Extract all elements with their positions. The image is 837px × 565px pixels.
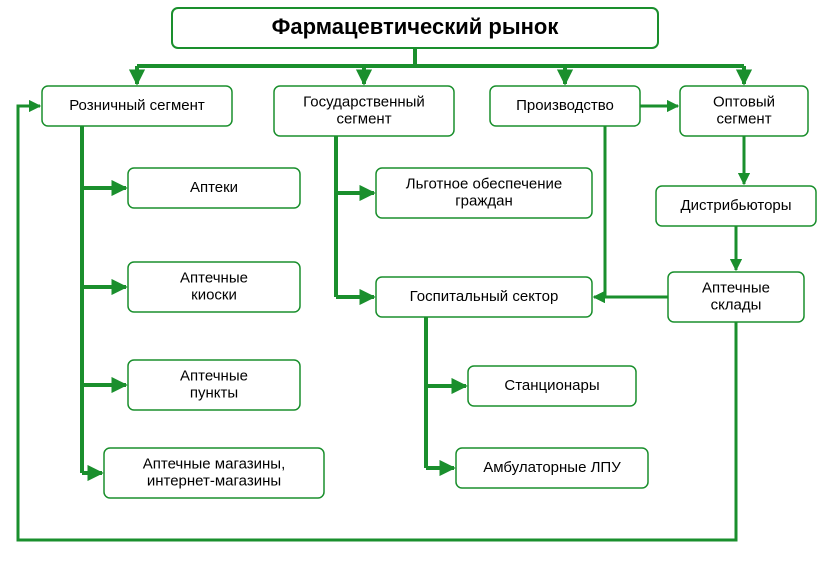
node-label: сегмент (336, 111, 391, 128)
node-kiosks: Аптечныекиоски (128, 262, 300, 312)
node-wholesale: Оптовыйсегмент (680, 86, 808, 136)
node-stores: Аптечные магазины,интернет-магазины (104, 448, 324, 498)
connector (594, 126, 605, 297)
node-state: Государственныйсегмент (274, 86, 454, 136)
node-label: Госпитальный сектор (410, 288, 559, 305)
node-title: Фармацевтический рынок (172, 8, 658, 48)
node-production: Производство (490, 86, 640, 126)
node-benefits: Льготное обеспечениеграждан (376, 168, 592, 218)
flowchart-canvas: Фармацевтический рынок Розничный сегмент Г… (0, 0, 837, 565)
node-hospital: Госпитальный сектор (376, 277, 592, 317)
node-distributors: Дистрибьюторы (656, 186, 816, 226)
node-label: интернет-магазины (147, 473, 281, 490)
node-label: Производство (516, 97, 614, 114)
node-label: Аптечные (180, 269, 248, 286)
node-retail: Розничный сегмент (42, 86, 232, 126)
node-warehouses: Аптечныесклады (668, 272, 804, 322)
node-ambulatory: Амбулаторные ЛПУ (456, 448, 648, 488)
node-label: пункты (190, 385, 238, 402)
node-label: Льготное обеспечение (406, 175, 563, 192)
node-stationary: Станционары (468, 366, 636, 406)
node-label: Амбулаторные ЛПУ (483, 459, 621, 476)
node-label: Государственный (303, 93, 425, 110)
node-points: Аптечныепункты (128, 360, 300, 410)
node-label: киоски (191, 287, 237, 304)
node-pharmacies: Аптеки (128, 168, 300, 208)
node-label: сегмент (716, 111, 771, 128)
node-label: Аптечные (180, 367, 248, 384)
node-label: Оптовый (713, 93, 775, 110)
node-label: склады (711, 297, 762, 314)
node-label: Станционары (504, 377, 599, 394)
node-label: Аптечные (702, 279, 770, 296)
node-label: Розничный сегмент (69, 97, 205, 114)
node-label: граждан (455, 193, 513, 210)
node-label: Аптеки (190, 179, 238, 196)
node-label: Дистрибьюторы (680, 197, 791, 214)
node-label: Фармацевтический рынок (272, 14, 560, 39)
node-label: Аптечные магазины, (143, 455, 286, 472)
